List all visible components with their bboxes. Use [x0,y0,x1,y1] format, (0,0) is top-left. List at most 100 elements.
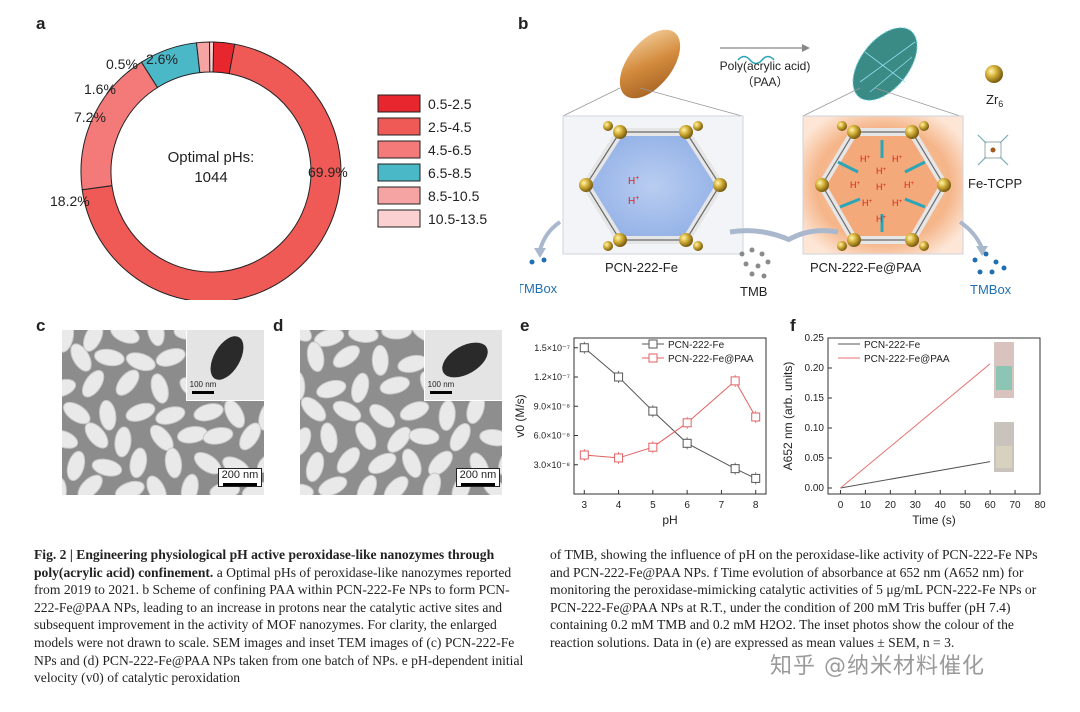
y-axis-label: A652 nm (arb. units) [781,362,795,471]
caption-title: Fig. 2 | Engineering physiological pH ac… [34,547,495,580]
y-tick-label: 3.0×10⁻⁸ [534,460,571,470]
svg-text:H+: H+ [876,214,887,224]
legend-label: PCN-222-Fe@PAA [668,354,754,365]
y-tick-label: 1.2×10⁻⁷ [534,372,570,382]
donut-slice [209,41,215,73]
inset-photo-paa [994,342,1014,398]
x-tick-label: 70 [1009,500,1021,511]
y-tick-label: 0.10 [805,423,825,434]
zr6-cluster-icon [985,65,1003,83]
data-point [730,376,740,386]
data-point [730,464,740,474]
donut-value-label: 1.6% [84,81,116,97]
legend-label: 4.5-6.5 [428,142,472,158]
data-point [648,406,658,416]
svg-text:H+: H+ [862,198,873,208]
legend-swatch [377,140,421,159]
x-tick-label: 6 [684,500,690,511]
arrow-to-right [786,228,839,243]
x-tick-label: 80 [1034,500,1046,511]
framework-left: H+ H+ [562,115,744,255]
donut-chart: Optimal pHs: 1044 2.6% 69.9% 18.2% 7.2% 1.6%… [50,41,487,300]
donut-center-label: Optimal pHs: [168,149,255,166]
x-tick-label: 3 [582,500,588,511]
data-point [682,418,692,428]
donut-value-label: 2.6% [146,51,178,67]
scale-bar-d: 200 nm [456,468,500,487]
donut-slice [81,43,342,300]
legend-label: 6.5-8.5 [428,165,472,181]
label-pcn222fe-paa: PCN-222-Fe@PAA [810,260,922,275]
legend-label: 8.5-10.5 [428,188,480,204]
panel-letter-f: f [790,316,796,335]
x-tick-label: 60 [985,500,997,511]
x-tick-label: 0 [838,500,844,511]
tem-inset-pcn222fe: 100 nm [186,330,264,401]
legend-swatch [377,209,421,228]
framework-right: H+ H+ H+ H+ H+ H+ H+ H+ H+ [802,115,964,255]
plot-frame [827,337,1041,495]
label-tmbox-right: TMBox [970,282,1012,297]
svg-text:H+: H+ [892,198,903,208]
data-point [614,372,624,382]
legend-label: PCN-222-Fe@PAA [864,354,950,365]
series-line [584,380,757,459]
arrow-to-left [729,228,791,243]
tem-inset-pcn222fe-paa: 100 nm [424,330,502,401]
tmbox-dots-left [529,257,547,265]
legend-marker [648,339,658,349]
label-zr6: Zr6 [986,92,1003,109]
label-tmb: TMB [740,284,767,299]
data-point [648,442,658,452]
x-tick-label: 50 [960,500,972,511]
donut-value-label: 69.9% [308,164,348,180]
chart-ph-velocity: 3 4 5 6 7 8 3.0×10⁻⁸ 6.0×10⁻⁸ 9.0×10⁻⁸ 1.2×10⁻⁷ 1.… [513,337,767,527]
scale-bar-c: 200 nm [218,468,262,487]
panel-letter-d: d [273,316,284,335]
legend-label: 2.5-4.5 [428,119,472,135]
panel-letter-b: b [518,14,529,33]
x-axis-label: pH [662,513,677,527]
svg-text:H+: H+ [876,166,887,176]
y-tick-label: 0.00 [805,483,825,494]
caption-right-body: of TMB, showing the influence of pH on t… [550,547,1038,650]
x-tick-label: 4 [616,500,622,511]
donut-value-label: 18.2% [50,193,90,209]
x-axis-label: Time (s) [912,513,956,527]
donut-center-count: 1044 [194,169,227,186]
tmb-dots [739,247,771,279]
series-line [840,461,991,489]
x-tick-label: 40 [935,500,947,511]
legend-label: PCN-222-Fe [668,340,725,351]
x-tick-label: 20 [885,500,897,511]
svg-text:H+: H+ [860,154,871,164]
svg-text:H+: H+ [904,180,915,190]
sem-image-pcn222fe-paa: 100 nm 200 nm [300,330,502,495]
data-point [751,473,761,483]
chart-absorbance-time: 0 10 20 30 40 50 60 70 80 0.00 0.05 0.10 0.15 0.20 0.2… [781,333,1046,527]
data-point [614,453,624,463]
x-tick-label: 8 [753,500,759,511]
x-tick-label: 7 [719,500,725,511]
svg-text:H+: H+ [876,182,887,192]
legend-swatch [377,186,421,205]
panel-letter-c: c [36,316,46,335]
caption-right: of TMB, showing the influence of pH on t… [550,546,1050,652]
legend-marker [648,353,658,363]
y-axis-label: v0 (M/s) [513,394,527,437]
legend-label: 0.5-2.5 [428,96,472,112]
legend-label: PCN-222-Fe [864,340,921,351]
panel-letter-e: e [520,316,530,335]
paa-label-abbrev: （PAA） [741,75,788,89]
paa-label: Poly(acrylic acid) [720,59,811,73]
sem-image-pcn222fe: 100 nm 200 nm [62,330,264,495]
scale-bar-inset-d: 100 nm [427,380,455,394]
y-tick-label: 0.15 [805,393,825,404]
caption-left-body: a Optimal pHs of peroxidase-like nanozym… [34,564,524,686]
caption-left: Fig. 2 | Engineering physiological pH ac… [34,546,530,687]
label-fe-tcpp: Fe-TCPP [968,176,1022,191]
data-point [579,343,589,353]
y-tick-label: 6.0×10⁻⁸ [534,431,571,441]
schematic-diagram: H+ H+ PCN-222-Fe Poly(acrylic acid) （PAA… [520,27,1022,299]
y-tick-label: 0.20 [805,363,825,374]
